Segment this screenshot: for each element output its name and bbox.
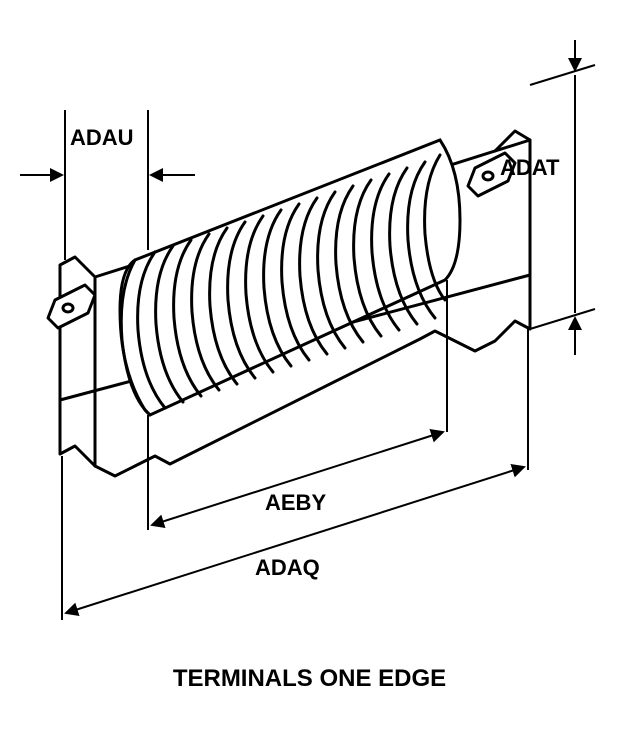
label-adau: ADAU bbox=[70, 125, 134, 151]
dimension-adat bbox=[530, 40, 595, 355]
label-adaq: ADAQ bbox=[255, 555, 320, 581]
diagram-caption: TERMINALS ONE EDGE bbox=[0, 665, 619, 693]
resistor-drawing bbox=[0, 0, 619, 733]
technical-diagram: ADAU ADAT AEBY ADAQ TERMINALS ONE EDGE bbox=[0, 0, 619, 733]
label-adat: ADAT bbox=[500, 155, 559, 181]
left-terminal bbox=[48, 285, 95, 328]
label-aeby: AEBY bbox=[265, 490, 326, 516]
